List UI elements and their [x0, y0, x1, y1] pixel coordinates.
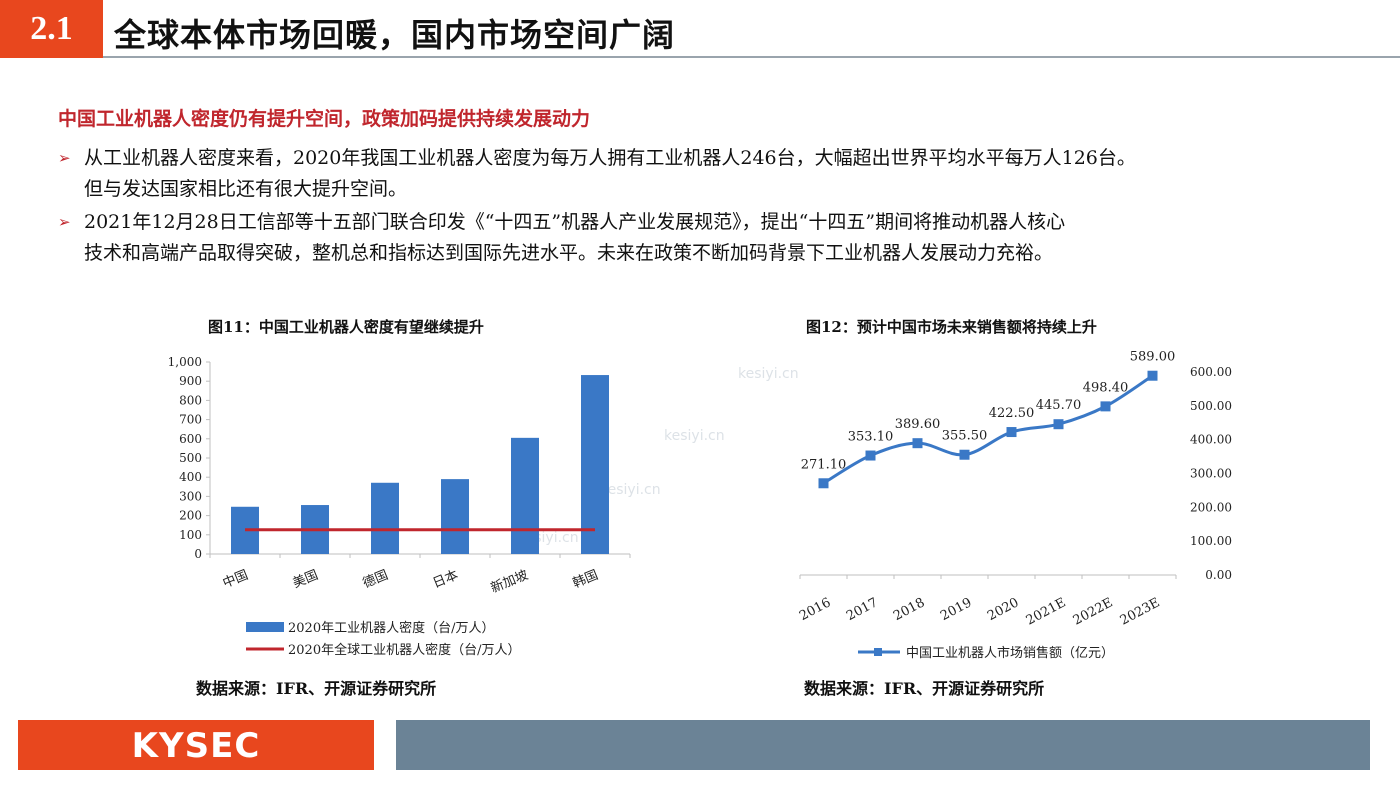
figure-11-source: 数据来源：IFR、开源证券研究所 [196, 679, 437, 698]
legend-label: 2020年全球工业机器人密度（台/万人） [288, 642, 520, 658]
footer-bar [396, 720, 1370, 770]
x-tick-label: 2017 [844, 595, 880, 624]
x-tick-label: 2021E [1024, 595, 1069, 628]
x-tick-label: 2023E [1118, 595, 1163, 628]
y-tick-label: 100 [179, 528, 202, 542]
data-label: 271.10 [801, 457, 847, 472]
y-tick-label: 800 [179, 393, 202, 407]
data-label: 498.40 [1083, 380, 1129, 395]
y-tick-label: 200 [179, 509, 202, 523]
footer-brand-bar: KYSEC [18, 720, 374, 770]
data-point-marker [1006, 427, 1017, 438]
data-point-marker [818, 478, 829, 489]
y-tick-label: 300 [179, 489, 202, 503]
x-tick-label: 2020 [985, 595, 1021, 624]
bar [511, 437, 539, 554]
y-tick-label: 0 [194, 547, 202, 561]
y-tick-label: 400 [179, 470, 202, 484]
data-label: 353.10 [848, 430, 894, 445]
y-tick-label: 400.00 [1190, 433, 1232, 447]
x-tick-label: 2016 [797, 595, 833, 624]
bullet-line: 技术和高端产品取得突破，整机总和指标达到国际先进水平。未来在政策不断加码背景下工… [84, 242, 1054, 264]
data-point-marker [912, 438, 923, 449]
figure-12-source: 数据来源：IFR、开源证券研究所 [804, 679, 1045, 698]
bullet-text: 2021年12月28日工信部等十五部门联合印发《“十四五”机器人产业发展规范》，… [84, 207, 1364, 269]
x-tick-label: 德国 [361, 568, 391, 592]
data-label: 589.00 [1130, 350, 1176, 365]
data-label: 445.70 [1036, 398, 1082, 413]
data-label: 355.50 [942, 429, 988, 444]
x-tick-label: 2019 [938, 595, 974, 624]
x-tick-label: 2018 [891, 595, 927, 624]
watermark-text: kesiyi.cn [738, 366, 799, 382]
data-point-marker [959, 449, 970, 460]
figure-12-title: 图12：预计中国市场未来销售额将持续上升 [806, 318, 1097, 336]
x-tick-label: 中国 [221, 568, 251, 592]
legend-swatch-marker [874, 648, 882, 656]
figure-11-title: 图11：中国工业机器人密度有望继续提升 [208, 318, 484, 336]
y-tick-label: 500.00 [1190, 399, 1232, 413]
arrow-bullet-icon: ➢ [58, 149, 71, 167]
y-tick-label: 500 [179, 451, 202, 465]
sales-line-chart: 0.00 100.00 200.00 300.00 400.00 500.00 600.00… [797, 350, 1232, 661]
y-tick-label: 1,000 [168, 355, 202, 369]
data-label: 389.60 [895, 417, 941, 432]
section-subheading: 中国工业机器人密度仍有提升空间，政策加码提供持续发展动力 [58, 108, 591, 130]
bullet-line: 但与发达国家相比还有很大提升空间。 [84, 178, 408, 200]
x-tick-label: 美国 [291, 568, 321, 592]
y-tick-label: 200.00 [1190, 500, 1232, 514]
y-tick-label: 600 [179, 432, 202, 446]
x-tick-label: 韩国 [571, 568, 601, 592]
data-point-marker [1147, 370, 1158, 381]
kysec-logo: KYSEC [131, 726, 261, 766]
y-tick-label: 0.00 [1205, 568, 1232, 582]
watermark-text: kesiyi.cn [664, 428, 725, 444]
arrow-bullet-icon: ➢ [58, 213, 71, 231]
data-point-marker [865, 450, 876, 461]
y-tick-label: 600.00 [1190, 365, 1232, 379]
watermark-text: kesiyi.cn [600, 482, 661, 498]
x-tick-label: 新加坡 [488, 567, 530, 596]
data-point-marker [1053, 419, 1064, 430]
section-number-badge: 2.1 [0, 0, 103, 58]
y-tick-label: 900 [179, 374, 202, 388]
y-tick-label: 100.00 [1190, 534, 1232, 548]
bar [441, 479, 469, 554]
slide-title: 全球本体市场回暖，国内市场空间广阔 [114, 16, 676, 54]
x-tick-label: 2022E [1071, 595, 1116, 628]
bar [371, 482, 399, 554]
x-tick-label: 日本 [431, 568, 461, 592]
data-point-marker [1100, 401, 1111, 412]
data-label: 422.50 [989, 406, 1035, 421]
y-tick-label: 300.00 [1190, 467, 1232, 481]
bullet-line: 2021年12月28日工信部等十五部门联合印发《“十四五”机器人产业发展规范》，… [84, 211, 1066, 233]
robot-density-bar-chart: 0 100 200 300 400 500 600 700 800 900 1,000 中国 美国 德国 日… [168, 355, 631, 658]
bullet-text: 从工业机器人密度来看，2020年我国工业机器人密度为每万人拥有工业机器人246台… [84, 143, 1364, 205]
bullet-line: 从工业机器人密度来看，2020年我国工业机器人密度为每万人拥有工业机器人246台… [84, 147, 1136, 169]
header-divider [103, 56, 1400, 58]
bar [581, 375, 609, 554]
legend-swatch-bar [246, 622, 284, 632]
y-tick-label: 700 [179, 413, 202, 427]
legend-label: 中国工业机器人市场销售额（亿元） [906, 645, 1114, 661]
legend-label: 2020年工业机器人密度（台/万人） [288, 620, 494, 636]
